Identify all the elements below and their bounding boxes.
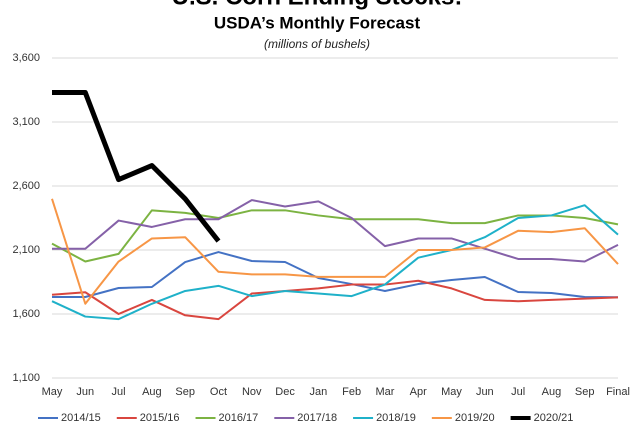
y-tick-label: 1,600 bbox=[12, 308, 40, 320]
series-line bbox=[52, 199, 619, 263]
y-tick-label: 1,100 bbox=[12, 372, 40, 384]
x-tick-label: Jul bbox=[511, 386, 525, 398]
chart-note: (millions of bushels) bbox=[264, 37, 370, 51]
x-tick-label: Aug bbox=[542, 386, 562, 398]
series-line bbox=[51, 209, 619, 263]
x-tick-label: Jun bbox=[76, 386, 94, 398]
series-line bbox=[52, 90, 221, 243]
x-tick-label: Nov bbox=[242, 386, 262, 398]
chart-title: U.S. Corn Ending Stocks: bbox=[172, 0, 463, 10]
x-tick-label: Jul bbox=[112, 386, 126, 398]
legend-label: 2015/16 bbox=[140, 412, 180, 424]
series-line bbox=[51, 279, 619, 321]
x-tick-label: May bbox=[441, 386, 462, 398]
series-line bbox=[51, 198, 619, 305]
x-tick-label: Jun bbox=[476, 386, 494, 398]
x-tick-label: Final bbox=[606, 386, 630, 398]
y-tick-label: 3,100 bbox=[12, 116, 40, 128]
x-tick-label: Dec bbox=[275, 386, 295, 398]
y-tick-label: 2,600 bbox=[12, 180, 40, 192]
y-tick-label: 3,600 bbox=[12, 52, 40, 64]
series-line bbox=[51, 204, 619, 321]
series-line bbox=[52, 251, 619, 299]
x-tick-label: Sep bbox=[175, 386, 195, 398]
x-tick-label: Jan bbox=[309, 386, 327, 398]
legend-label: 2018/19 bbox=[376, 412, 416, 424]
x-tick-label: Sep bbox=[575, 386, 595, 398]
legend-label: 2016/17 bbox=[219, 412, 259, 424]
x-tick-label: Apr bbox=[410, 386, 427, 398]
legend-label: 2014/15 bbox=[61, 412, 101, 424]
legend-label: 2019/20 bbox=[455, 412, 495, 424]
x-tick-label: May bbox=[42, 386, 63, 398]
chart-subtitle: USDA’s Monthly Forecast bbox=[214, 13, 421, 32]
legend-label: 2017/18 bbox=[297, 412, 337, 424]
x-tick-label: Feb bbox=[342, 386, 361, 398]
x-tick-label: Aug bbox=[142, 386, 162, 398]
x-tick-label: Oct bbox=[210, 386, 227, 398]
y-tick-label: 2,100 bbox=[12, 244, 40, 256]
legend-label: 2020/21 bbox=[534, 412, 574, 424]
x-tick-label: Mar bbox=[375, 386, 394, 398]
